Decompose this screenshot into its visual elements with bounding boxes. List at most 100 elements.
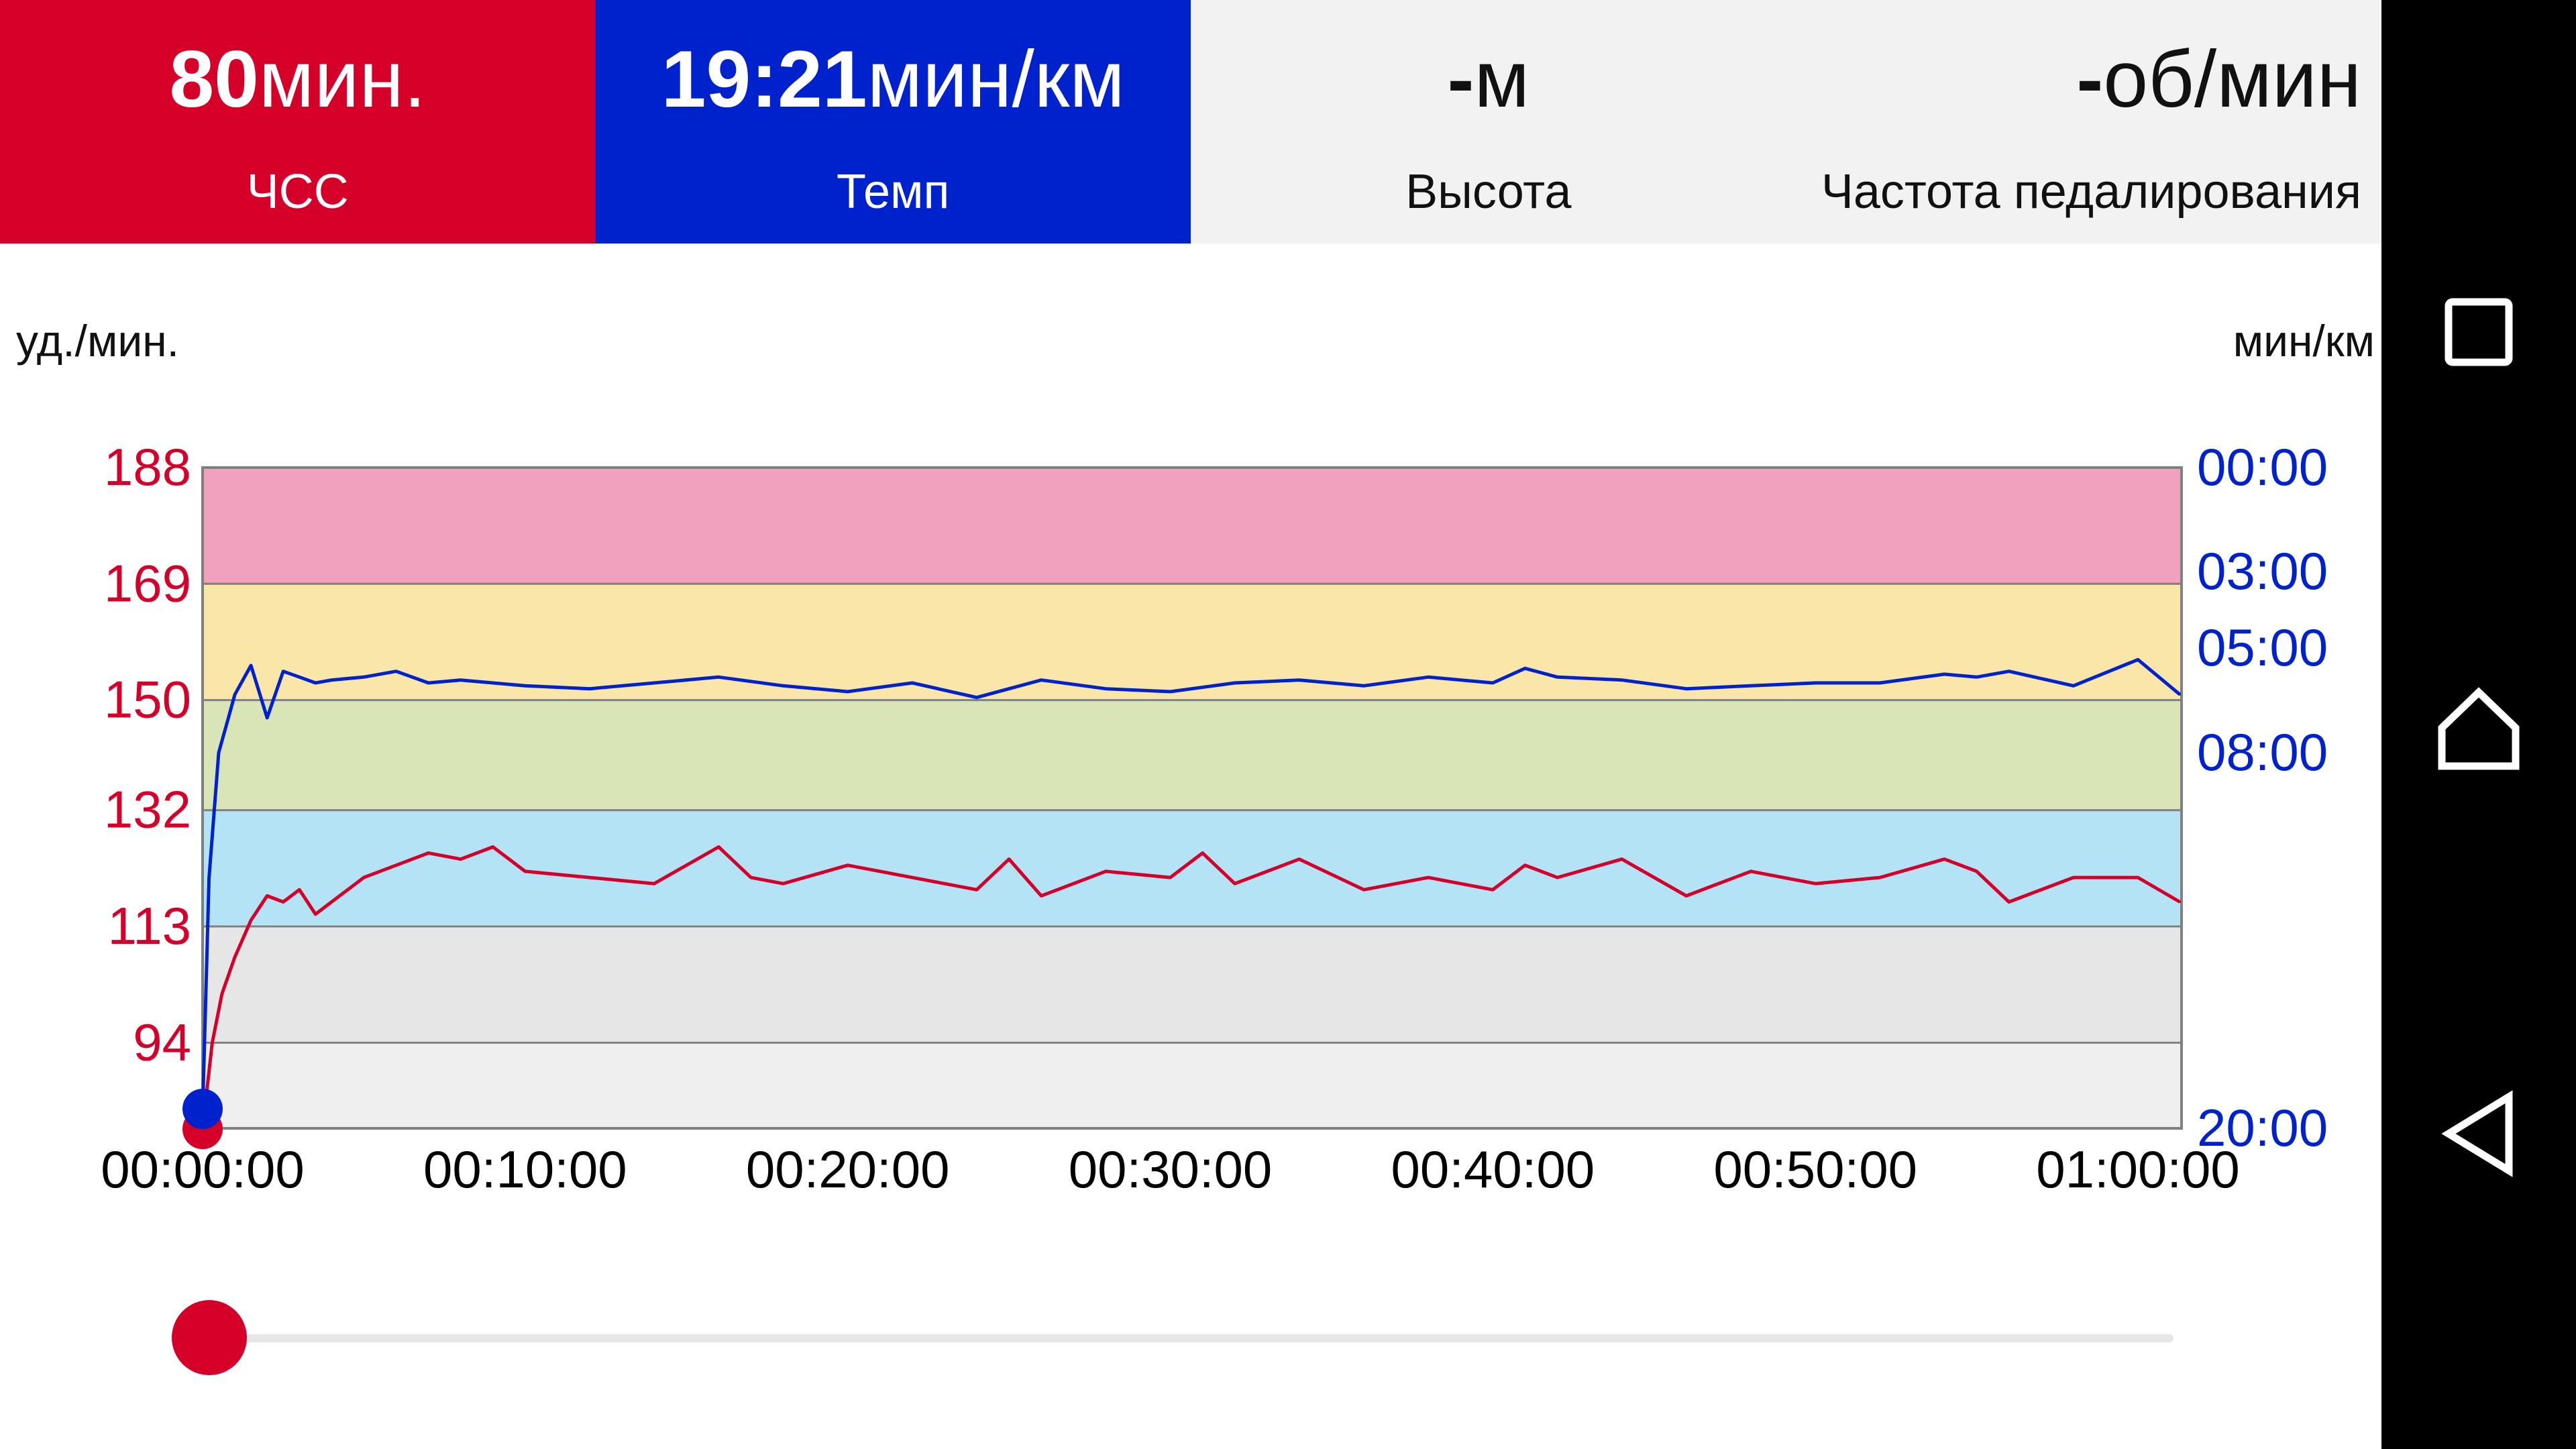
- zone-band-2: [203, 810, 2182, 927]
- timeline-slider-track[interactable]: [209, 1334, 2174, 1342]
- heart-rate-point: [1234, 882, 1236, 885]
- right-tick-label: 00:00: [2197, 437, 2328, 496]
- x-tick-label: 00:00:00: [101, 1140, 305, 1199]
- pace-point: [1814, 682, 1817, 684]
- heart-rate-point: [782, 882, 784, 885]
- home-icon: [2438, 687, 2520, 770]
- pace-point: [1491, 682, 1494, 684]
- x-tick-label: 00:50:00: [1713, 1140, 1917, 1199]
- zone-band-3: [203, 700, 2182, 810]
- heart-rate-point: [749, 876, 752, 879]
- left-tick-label: 188: [104, 437, 191, 496]
- pace-point: [330, 679, 333, 682]
- pace-point: [911, 682, 914, 684]
- pace-point: [250, 664, 252, 667]
- heart-rate-point: [2179, 901, 2182, 904]
- heart-rate-point: [911, 876, 914, 879]
- pace-point: [460, 679, 462, 682]
- left-axis-ticks: 188 169 150 132 113 94: [104, 437, 191, 1071]
- heart-rate-point: [1943, 858, 1945, 861]
- heart-rate-point: [1491, 888, 1494, 891]
- pace-point: [1008, 688, 1010, 690]
- heart-rate-point: [588, 876, 591, 879]
- heart-rate-point: [1169, 876, 1171, 879]
- series-lines: [201, 657, 2182, 1130]
- pace-point: [2008, 670, 2010, 673]
- right-tick-label: 05:00: [2197, 618, 2328, 677]
- heart-rate-point: [492, 845, 494, 848]
- heart-rate-point: [1298, 858, 1301, 861]
- heart-rate-point: [1556, 876, 1558, 879]
- heart-rate-point: [330, 901, 333, 904]
- pace-point: [653, 682, 655, 684]
- pace-point: [314, 682, 317, 684]
- timeline-slider-thumb[interactable]: [172, 1300, 247, 1375]
- pace-point: [1298, 679, 1301, 682]
- heart-rate-point: [460, 858, 462, 861]
- pace-point: [782, 684, 784, 687]
- pace-point: [1040, 679, 1042, 682]
- stats-bar: 80мин. ЧСС 19:21мин/км Темп -м Высота -о…: [0, 0, 2381, 244]
- heart-rate-point: [653, 882, 655, 885]
- heart-rate-point: [1814, 882, 1817, 885]
- recents-button[interactable]: [2381, 295, 2576, 369]
- heart-rate-point: [1104, 870, 1107, 873]
- stat-cadence[interactable]: -об/мин Частота педалирования: [1786, 0, 2381, 244]
- heart-rate-point: [427, 852, 430, 855]
- pace-point: [282, 670, 284, 673]
- pace-point: [1169, 690, 1171, 693]
- right-axis-unit: мин/км: [2233, 316, 2375, 366]
- stat-heart-rate[interactable]: 80мин. ЧСС: [0, 0, 596, 244]
- x-tick-label: 00:40:00: [1391, 1140, 1595, 1199]
- stat-heart-rate-label: ЧСС: [246, 165, 349, 219]
- heart-rate-point: [314, 913, 317, 916]
- back-button[interactable]: [2381, 1090, 2576, 1177]
- pace-point: [208, 877, 211, 879]
- zone-bands: [203, 468, 2182, 1128]
- home-button[interactable]: [2381, 684, 2576, 771]
- left-tick-label: 150: [104, 670, 191, 729]
- x-axis-ticks: 00:00:00 00:10:00 00:20:00 00:30:00 00:40:00…: [101, 1140, 2240, 1199]
- heart-rate-point: [1621, 858, 1623, 861]
- stat-heart-rate-value: 80мин.: [169, 34, 427, 124]
- stat-cadence-label: Частота педалирования: [1821, 165, 2361, 219]
- stat-pace-label: Темп: [837, 165, 950, 219]
- pace-point: [266, 716, 268, 719]
- heart-rate-point: [2072, 876, 2075, 879]
- pace-point: [1943, 673, 1945, 676]
- stat-cadence-value: -об/мин: [2076, 34, 2361, 124]
- heart-rate-point: [1878, 876, 1881, 879]
- heart-rate-point: [282, 901, 284, 904]
- pace-point: [1523, 667, 1526, 669]
- pace-point: [217, 751, 220, 754]
- pace-point: [1234, 682, 1236, 684]
- heart-rate-point: [717, 845, 720, 848]
- heart-rate-point: [1040, 894, 1042, 897]
- pace-point: [233, 693, 236, 696]
- stat-pace[interactable]: 19:21мин/км Темп: [595, 0, 1191, 244]
- left-tick-label: 169: [104, 553, 191, 612]
- zone-band-4: [203, 584, 2182, 700]
- left-tick-label: 94: [133, 1012, 191, 1071]
- pace-point: [362, 676, 365, 678]
- heart-rate-points: [201, 845, 2182, 1130]
- pace-point: [1362, 684, 1365, 687]
- x-tick-label: 01:00:00: [2036, 1140, 2240, 1199]
- heart-rate-point: [250, 919, 252, 922]
- activity-chart[interactable]: 188 169 150 132 113 94 00:00 03:00 05:00 08:00 20…: [0, 376, 2381, 1248]
- pace-point: [1878, 682, 1881, 684]
- heart-rate-point: [221, 992, 223, 995]
- stat-pace-value: 19:21мин/км: [661, 34, 1125, 124]
- pace-point: [847, 690, 849, 693]
- x-tick-label: 00:30:00: [1069, 1140, 1273, 1199]
- pace-position-marker: [182, 1089, 223, 1129]
- plot-frame: [201, 466, 2183, 1130]
- pace-point: [395, 670, 397, 673]
- pace-point: [1556, 676, 1558, 678]
- system-nav-bar: [2381, 0, 2576, 1449]
- heart-rate-point: [1008, 858, 1010, 861]
- stat-altitude[interactable]: -м Высота: [1191, 0, 1786, 244]
- zone-gridlines: [203, 582, 2182, 1044]
- left-tick-label: 132: [104, 780, 191, 839]
- pace-point: [524, 684, 527, 687]
